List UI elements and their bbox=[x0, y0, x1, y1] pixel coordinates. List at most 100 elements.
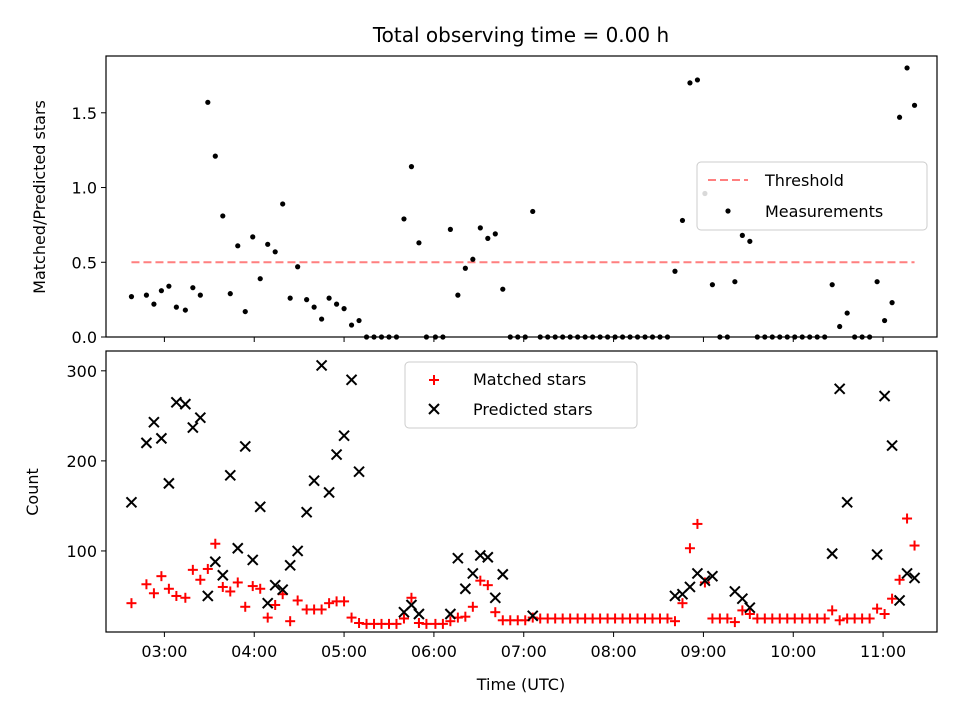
bottom-y-tick-label: 200 bbox=[66, 452, 97, 471]
legend-matched-swatch bbox=[429, 375, 439, 385]
top-axes-frame bbox=[105, 55, 938, 338]
matched-star-point bbox=[662, 613, 673, 624]
measurement-point bbox=[829, 282, 835, 288]
predicted-x-b bbox=[353, 465, 365, 478]
x-tick-label: 11:00 bbox=[860, 642, 906, 661]
measurement-point bbox=[739, 232, 745, 238]
measurement-point bbox=[341, 306, 347, 312]
matched-star-point bbox=[339, 596, 350, 607]
predicted-star-point bbox=[893, 594, 906, 607]
predicted-x-b bbox=[247, 554, 259, 566]
measurement-point bbox=[326, 295, 332, 301]
measurement-point bbox=[242, 308, 248, 315]
matched-star-point bbox=[180, 592, 191, 603]
predicted-x-b bbox=[254, 501, 266, 513]
measurement-point bbox=[272, 249, 278, 255]
matched-star-point bbox=[210, 538, 221, 549]
chart-title: Total observing time = 0.00 h bbox=[372, 23, 669, 47]
measurement-point bbox=[190, 285, 196, 291]
top-legend: Threshold Measurements bbox=[696, 161, 928, 231]
matched-star-point bbox=[163, 583, 174, 594]
bottom-plot-marks bbox=[125, 359, 921, 629]
bottom-axes-frame bbox=[105, 350, 938, 633]
predicted-star-point bbox=[345, 374, 358, 386]
predicted-star-point bbox=[489, 592, 502, 604]
predicted-x-b bbox=[452, 552, 464, 564]
measurement-point bbox=[694, 77, 701, 83]
measurement-point bbox=[709, 282, 716, 288]
predicted-star-point bbox=[239, 440, 251, 453]
predicted-x-b bbox=[833, 383, 846, 395]
predicted-star-point bbox=[217, 569, 229, 581]
legend-predicted-swatch bbox=[428, 403, 440, 415]
measurement-point bbox=[401, 216, 407, 222]
predicted-star-point bbox=[901, 567, 913, 580]
measurement-point bbox=[151, 301, 157, 307]
predicted-x-b bbox=[179, 398, 192, 410]
bottom-panel: 100 200 300 03:00 04:00 05:00 06:00 07:00 08:00… bbox=[23, 350, 938, 694]
measurement-point bbox=[837, 323, 843, 330]
predicted-star-point bbox=[338, 429, 350, 442]
x-tick-label: 06:00 bbox=[411, 642, 457, 661]
matched-star-point bbox=[684, 543, 695, 554]
predicted-x-b bbox=[706, 570, 719, 582]
measurement-point bbox=[250, 234, 256, 240]
predicted-x-b bbox=[691, 567, 704, 580]
predicted-star-point bbox=[878, 390, 891, 402]
matched-star-point bbox=[887, 593, 898, 604]
measurement-point bbox=[485, 235, 491, 241]
matched-star-point bbox=[195, 574, 206, 585]
measurement-point bbox=[732, 279, 738, 285]
top-y-tick-label: 0.5 bbox=[72, 253, 97, 272]
predicted-star-point bbox=[826, 547, 838, 560]
predicted-star-point bbox=[684, 581, 696, 593]
matched-star-point bbox=[126, 598, 137, 609]
predicted-x-b bbox=[841, 496, 853, 509]
top-y-tick-label: 1.0 bbox=[72, 179, 97, 198]
matched-star-point bbox=[202, 563, 213, 574]
matched-star-point bbox=[217, 581, 228, 592]
matched-star-point bbox=[744, 608, 755, 619]
predicted-star-point bbox=[405, 599, 418, 611]
predicted-x-b bbox=[232, 542, 244, 554]
predicted-star-point bbox=[148, 416, 160, 428]
predicted-x-b bbox=[497, 568, 509, 581]
x-tick-label: 08:00 bbox=[591, 642, 637, 661]
predicted-star-point bbox=[140, 437, 153, 449]
matched-star-point bbox=[391, 618, 402, 629]
predicted-star-point bbox=[527, 610, 539, 622]
predicted-star-point bbox=[187, 421, 199, 434]
predicted-x-b bbox=[140, 437, 153, 449]
matched-star-point bbox=[270, 599, 281, 610]
measurement-point bbox=[462, 265, 468, 271]
x-tick-label: 04:00 bbox=[231, 642, 277, 661]
predicted-star-point bbox=[482, 551, 494, 563]
bottom-y-tick-label: 300 bbox=[66, 362, 97, 381]
predicted-star-point bbox=[179, 398, 192, 410]
matched-star-point bbox=[879, 608, 890, 619]
matched-star-point bbox=[398, 613, 409, 624]
matched-star-point bbox=[699, 577, 710, 588]
predicted-star-point bbox=[452, 552, 464, 564]
predicted-x-b bbox=[269, 579, 281, 591]
predicted-star-point bbox=[300, 506, 313, 518]
predicted-star-point bbox=[262, 597, 274, 609]
predicted-star-point bbox=[908, 572, 921, 584]
matched-star-point bbox=[148, 588, 159, 599]
predicted-star-point bbox=[699, 574, 711, 587]
matched-star-point bbox=[285, 616, 296, 627]
predicted-star-point bbox=[330, 448, 343, 461]
matched-star-point bbox=[864, 613, 875, 624]
predicted-star-point bbox=[467, 567, 479, 580]
predicted-star-point bbox=[247, 554, 259, 566]
matched-star-point bbox=[827, 605, 838, 616]
predicted-x-b bbox=[413, 608, 425, 620]
matched-star-point bbox=[141, 579, 152, 590]
predicted-star-point bbox=[291, 545, 304, 557]
measurement-point bbox=[235, 243, 241, 249]
measurement-point bbox=[280, 201, 286, 207]
measurement-point bbox=[128, 294, 135, 300]
measurement-point bbox=[679, 217, 686, 224]
measurement-point bbox=[889, 300, 895, 306]
matched-star-point bbox=[669, 616, 680, 627]
